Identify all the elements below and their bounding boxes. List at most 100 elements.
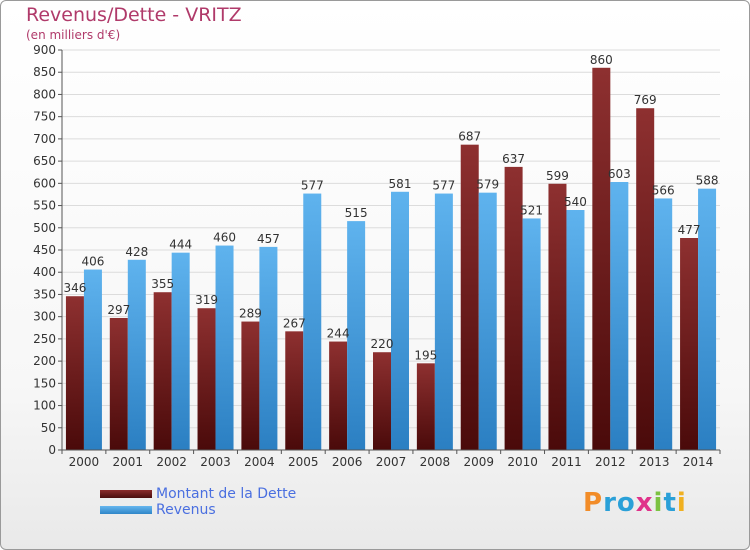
bar-revenue [654, 198, 673, 450]
x-tick-label: 2005 [288, 455, 319, 469]
x-tick-label: 2009 [463, 455, 494, 469]
bar-revenue [698, 188, 717, 450]
legend-swatch-debt [100, 490, 152, 498]
bar-debt [65, 296, 84, 450]
y-tick-label: 700 [33, 132, 56, 146]
bar-debt [636, 108, 655, 450]
proxiti-logo: Proxiti [583, 488, 687, 518]
bar-debt [416, 363, 435, 450]
y-tick-label: 350 [33, 287, 56, 301]
x-tick-label: 2002 [156, 455, 187, 469]
bar-debt [285, 331, 304, 450]
data-label-debt: 267 [283, 316, 306, 330]
legend-swatch-revenue [100, 506, 152, 514]
bar-debt [460, 144, 479, 450]
y-tick-label: 550 [33, 199, 56, 213]
x-tick-label: 2011 [551, 455, 582, 469]
data-label-revenue: 521 [520, 203, 543, 217]
data-label-debt: 297 [107, 303, 130, 317]
bar-revenue [215, 245, 234, 450]
bar-revenue [478, 192, 497, 450]
x-tick-label: 2004 [244, 455, 275, 469]
data-label-debt: 860 [590, 53, 613, 67]
bar-revenue [347, 221, 366, 450]
data-label-debt: 599 [546, 169, 569, 183]
y-tick-label: 750 [33, 110, 56, 124]
y-tick-label: 250 [33, 332, 56, 346]
chart-subtitle: (en milliers d'€) [26, 28, 121, 42]
data-label-debt: 477 [678, 223, 701, 237]
x-tick-label: 2014 [683, 455, 714, 469]
data-label-revenue: 540 [564, 195, 587, 209]
y-tick-label: 900 [33, 43, 56, 57]
x-tick-label: 2008 [420, 455, 451, 469]
bar-debt [109, 318, 128, 450]
bar-revenue [434, 193, 453, 451]
bar-revenue [171, 252, 190, 450]
data-label-revenue: 406 [81, 255, 104, 269]
y-tick-label: 150 [33, 376, 56, 390]
data-label-revenue: 444 [169, 238, 192, 252]
y-tick-label: 400 [33, 265, 56, 279]
x-tick-label: 2000 [69, 455, 100, 469]
y-tick-label: 500 [33, 221, 56, 235]
y-tick-label: 50 [41, 421, 56, 435]
data-label-revenue: 581 [389, 177, 412, 191]
data-label-revenue: 460 [213, 231, 236, 245]
x-tick-label: 2012 [595, 455, 626, 469]
data-label-revenue: 515 [345, 206, 368, 220]
bar-debt [153, 292, 172, 450]
data-label-revenue: 428 [125, 245, 148, 259]
data-label-revenue: 577 [432, 179, 455, 193]
x-tick-label: 2007 [376, 455, 407, 469]
data-label-debt: 289 [239, 307, 262, 321]
bar-revenue [303, 193, 322, 451]
x-tick-label: 2006 [332, 455, 363, 469]
chart-title: Revenus/Dette - VRITZ [26, 4, 242, 26]
y-tick-label: 650 [33, 154, 56, 168]
y-tick-label: 100 [33, 399, 56, 413]
data-label-revenue: 457 [257, 232, 280, 246]
data-label-debt: 769 [634, 93, 657, 107]
data-label-revenue: 566 [652, 183, 675, 197]
data-label-debt: 195 [414, 348, 437, 362]
bar-debt [329, 341, 348, 450]
x-tick-label: 2010 [507, 455, 538, 469]
legend-label-revenue: Revenus [156, 502, 216, 518]
data-label-revenue: 577 [301, 179, 324, 193]
bar-revenue [522, 218, 541, 450]
data-label-debt: 637 [502, 152, 525, 166]
y-tick-label: 850 [33, 65, 56, 79]
data-label-revenue: 603 [608, 167, 631, 181]
y-tick-label: 600 [33, 176, 56, 190]
data-label-debt: 687 [458, 130, 481, 144]
x-tick-label: 2013 [639, 455, 670, 469]
bar-debt [241, 321, 260, 450]
x-tick-label: 2001 [113, 455, 144, 469]
bar-debt [373, 352, 391, 450]
bar-debt [592, 67, 611, 451]
data-label-debt: 319 [195, 293, 218, 307]
bar-debt [504, 166, 523, 450]
bar-revenue [566, 210, 585, 450]
bar-revenue [391, 191, 409, 450]
bar-revenue [610, 182, 629, 450]
bar-revenue [259, 246, 278, 450]
bar-debt [680, 238, 699, 450]
data-label-debt: 355 [151, 277, 174, 291]
legend-label-debt: Montant de la Dette [156, 486, 297, 502]
data-label-revenue: 579 [476, 178, 499, 192]
y-tick-label: 300 [33, 310, 56, 324]
data-label-revenue: 588 [696, 174, 719, 188]
y-tick-label: 0 [48, 443, 56, 457]
bar-debt [197, 308, 216, 450]
y-tick-label: 800 [33, 87, 56, 101]
bar-debt [548, 183, 567, 450]
y-tick-label: 450 [33, 243, 56, 257]
data-label-debt: 244 [327, 327, 350, 341]
x-tick-label: 2003 [200, 455, 231, 469]
bar-revenue [83, 269, 102, 450]
y-tick-label: 200 [33, 354, 56, 368]
data-label-debt: 220 [371, 337, 394, 351]
